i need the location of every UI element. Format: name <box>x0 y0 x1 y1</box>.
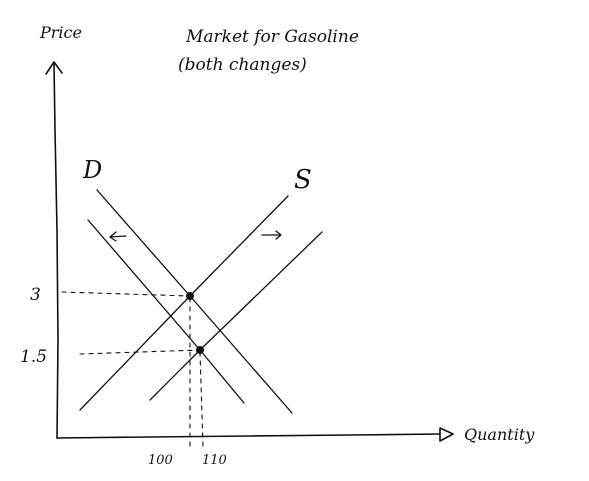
y-axis <box>45 61 63 439</box>
equilibrium-point-original <box>186 292 194 300</box>
title-line-1: Market for Gasoline <box>185 27 359 47</box>
demand-curve-original <box>96 189 293 414</box>
price-tick-1-5: 1.5 <box>20 347 47 367</box>
guide-quantity-110 <box>199 351 204 448</box>
supply-label: S <box>294 165 312 195</box>
equilibrium-point-new <box>196 346 204 354</box>
guide-price-1-5 <box>79 349 201 355</box>
supply-shift-arrow <box>261 230 282 240</box>
x-axis-arrowhead <box>439 427 454 442</box>
price-tick-3: 3 <box>30 285 41 305</box>
supply-curve-shifted <box>149 231 323 401</box>
title-line-2: (both changes) <box>178 55 307 75</box>
demand-label: D <box>82 156 102 184</box>
supply-curve-original <box>79 195 289 411</box>
quantity-tick-110: 110 <box>202 453 227 468</box>
y-axis-label: Price <box>39 23 82 42</box>
x-axis-label: Quantity <box>464 425 535 444</box>
demand-curve-shifted <box>87 219 245 404</box>
y-axis-arrowhead <box>45 61 63 75</box>
demand-shift-arrow <box>109 231 127 242</box>
guide-price-3 <box>61 291 191 297</box>
quantity-tick-100: 100 <box>148 453 173 468</box>
x-axis <box>56 427 454 442</box>
